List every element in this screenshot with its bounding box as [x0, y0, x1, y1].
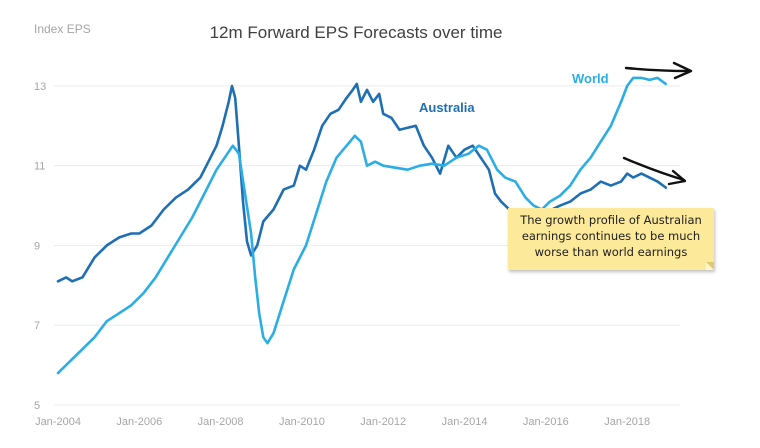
y-axis-title: Index EPS [34, 22, 91, 36]
x-tick-label: Jan-2016 [523, 416, 569, 428]
x-tick-label: Jan-2008 [198, 416, 244, 428]
series-lines [56, 76, 668, 375]
arrow-australia [622, 156, 687, 186]
y-tick-label: 7 [34, 320, 40, 332]
series-line-australia [56, 82, 517, 283]
chart-grid [54, 85, 680, 406]
annotation-text: The growth profile of Australian earning… [520, 213, 702, 259]
note-fold [706, 262, 714, 270]
series-label-australia: Australia [419, 100, 475, 115]
series-label-world: World [572, 71, 609, 86]
x-tick-label: Jan-2012 [360, 416, 406, 428]
series-line-australia [550, 172, 668, 211]
series-line-world [56, 76, 668, 375]
annotation-note: The growth profile of Australian earning… [508, 208, 714, 270]
x-tick-label: Jan-2004 [35, 416, 81, 428]
chart-title: 12m Forward EPS Forecasts over time [210, 23, 503, 42]
x-axis-ticks: Jan-2004 Jan-2006 Jan-2008 Jan-2010 Jan-2012… [35, 416, 650, 428]
y-axis-ticks: 5 7 9 11 13 [34, 81, 46, 412]
x-tick-label: Jan-2006 [116, 416, 162, 428]
x-tick-label: Jan-2014 [442, 416, 488, 428]
y-tick-label: 9 [34, 240, 40, 252]
x-tick-label: Jan-2010 [279, 416, 325, 428]
y-tick-label: 11 [34, 161, 45, 173]
x-tick-label: Jan-2018 [604, 416, 650, 428]
y-tick-label: 5 [34, 400, 40, 412]
arrow-world [624, 61, 693, 80]
y-tick-label: 13 [34, 81, 46, 93]
